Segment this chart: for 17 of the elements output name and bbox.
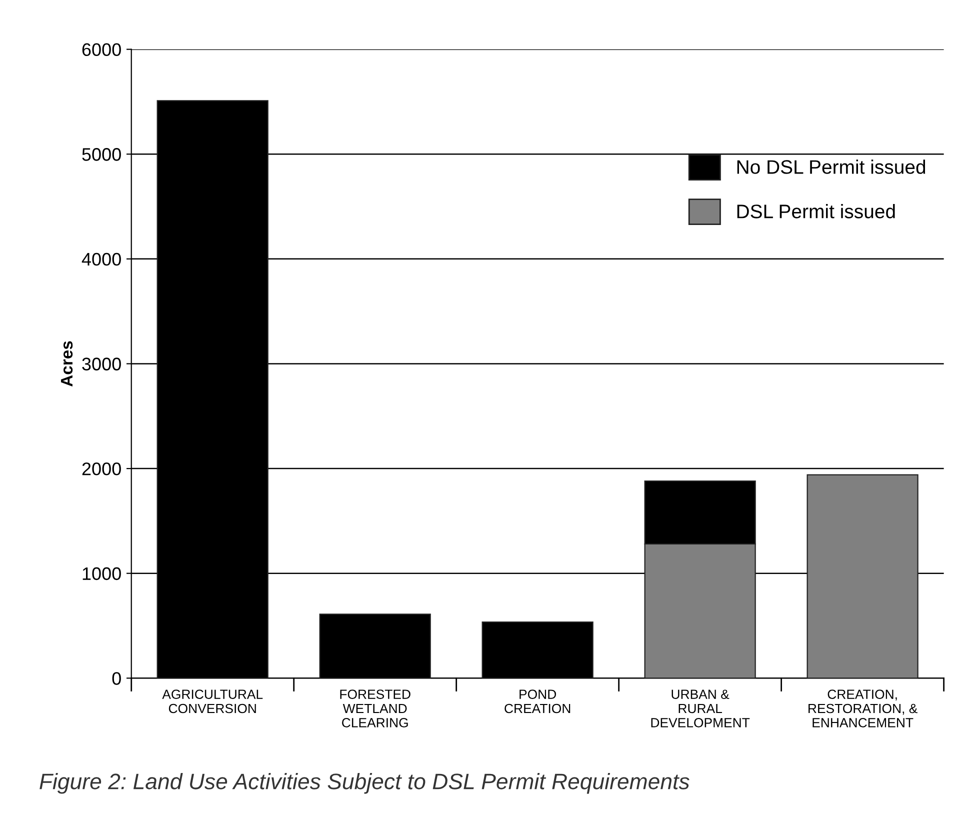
caption: Figure 2: Land Use Activities Subject to DSL Permit Requirements xyxy=(40,773,690,794)
x-tick-label: FORESTED WETLAND CLEARING xyxy=(340,690,410,728)
y-tick-label: 4000 xyxy=(82,252,121,266)
y-axis-title: Acres xyxy=(60,341,73,386)
bar xyxy=(806,474,918,678)
x-tick-label: URBAN & RURAL DEVELOPMENT xyxy=(651,690,750,728)
legend-label: No DSL Permit issued xyxy=(737,160,926,174)
y-tick-label: 0 xyxy=(112,672,121,685)
y-tick-label: 2000 xyxy=(82,462,121,476)
x-tick-label: POND CREATION xyxy=(504,690,570,714)
y-tick-label: 6000 xyxy=(82,43,121,56)
y-tick-label: 3000 xyxy=(82,358,121,370)
y-tick-label: 1000 xyxy=(82,567,121,580)
x-tick-label: CREATION, RESTORATION, & ENHANCEMENT xyxy=(808,690,918,728)
y-tick-label: 5000 xyxy=(82,148,121,161)
legend-label: DSL Permit issued xyxy=(737,204,895,218)
x-tick-label: AGRICULTURAL CONVERSION xyxy=(162,690,263,714)
